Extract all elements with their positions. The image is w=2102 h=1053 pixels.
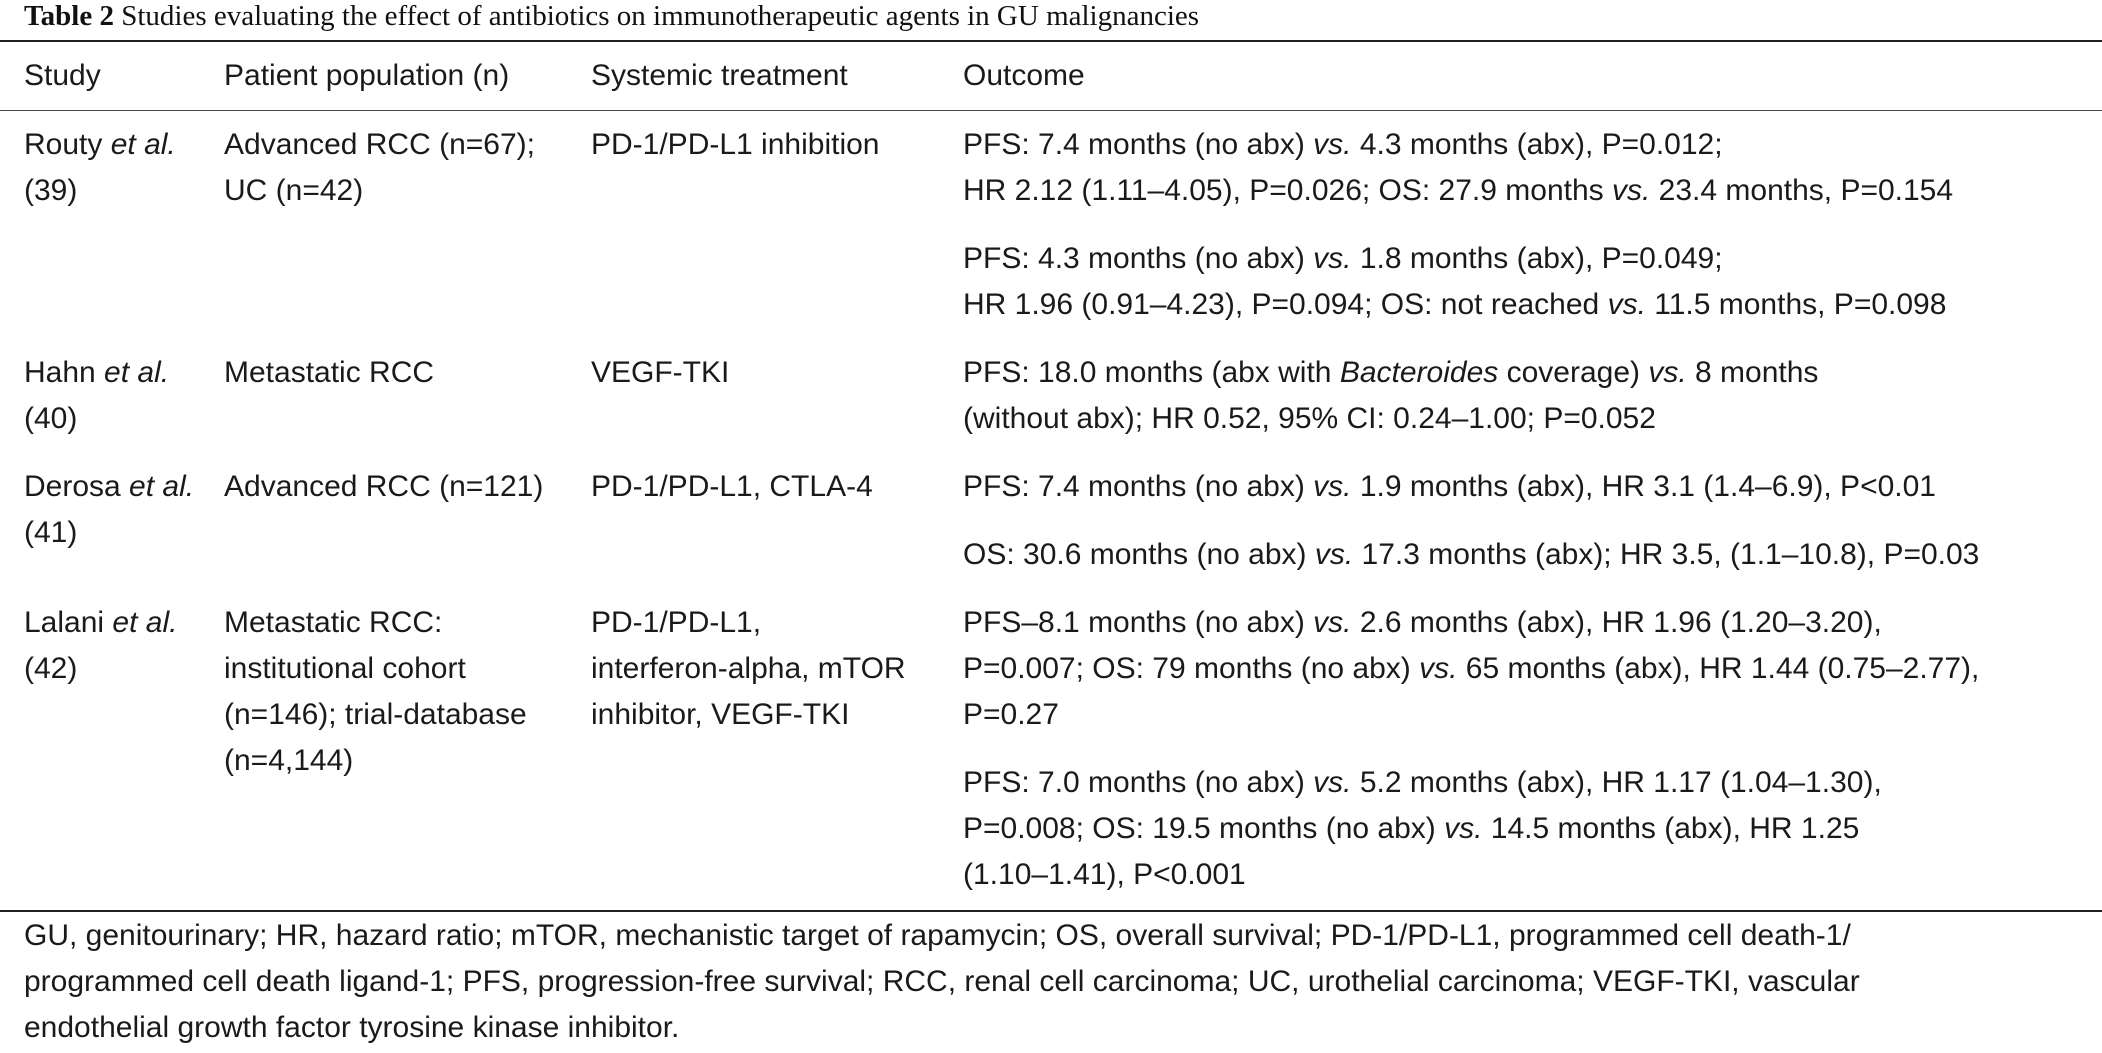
header-treatment: Systemic treatment — [591, 59, 848, 92]
table-row-study-hahn: Hahn et al. — [24, 350, 169, 396]
outcome-line: OS: 30.6 months (no abx) vs. 17.3 months… — [963, 538, 1980, 571]
study-etal: et al. — [95, 356, 170, 389]
study-etal: et al. — [102, 128, 176, 161]
treatment-line: inhibitor, VEGF-TKI — [591, 698, 850, 731]
header-population: Patient population (n) — [224, 59, 510, 92]
outcome-line: P=0.007; OS: 79 months (no abx) vs. 65 m… — [963, 652, 1980, 685]
study-author: Routy — [24, 128, 103, 161]
header-outcome: Outcome — [963, 59, 1085, 92]
treatment-line: interferon-alpha, mTOR — [591, 652, 906, 685]
population-line: institutional cohort — [224, 652, 466, 685]
treatment-line: PD-1/PD-L1 inhibition — [591, 128, 880, 161]
outcome-line: (without abx); HR 0.52, 95% CI: 0.24–1.0… — [963, 402, 1656, 435]
population-line: Advanced RCC (n=67); — [224, 128, 535, 161]
table-label: Table 2 — [24, 0, 114, 32]
outcome-line: PFS: 18.0 months (abx with Bacteroides c… — [963, 356, 1819, 389]
outcome-line: PFS: 7.4 months (no abx) vs. 4.3 months … — [963, 128, 1723, 161]
top-rule — [0, 40, 2102, 42]
table-row-study-lalani: Lalani et al. — [24, 600, 177, 646]
treatment-line: PD-1/PD-L1, — [591, 606, 762, 639]
study-author: Lalani — [24, 606, 105, 639]
population-line: UC (n=42) — [224, 174, 364, 207]
study-author: Hahn — [24, 356, 96, 389]
outcome-line: HR 1.96 (0.91–4.23), P=0.094; OS: not re… — [963, 288, 1947, 321]
treatment-line: VEGF-TKI — [591, 356, 730, 389]
table-caption: Table 2 Studies evaluating the effect of… — [24, 0, 2084, 32]
header-rule — [0, 110, 2102, 111]
outcome-line: PFS: 4.3 months (no abx) vs. 1.8 months … — [963, 242, 1723, 275]
bottom-rule — [0, 910, 2102, 912]
outcome-line: P=0.27 — [963, 698, 1059, 731]
outcome-line: (1.10–1.41), P<0.001 — [963, 858, 1246, 891]
study-ref: (42) — [24, 652, 78, 685]
table-title: Studies evaluating the effect of antibio… — [121, 0, 1200, 32]
outcome-line: PFS: 7.0 months (no abx) vs. 5.2 months … — [963, 766, 1882, 799]
population-line: Metastatic RCC: — [224, 606, 443, 639]
study-etal: et al. — [104, 606, 178, 639]
outcome-line: PFS: 7.4 months (no abx) vs. 1.9 months … — [963, 470, 1936, 503]
footnote-line: GU, genitourinary; HR, hazard ratio; mTO… — [24, 919, 1851, 952]
treatment-line: PD-1/PD-L1, CTLA-4 — [591, 470, 873, 503]
outcome-line: PFS–8.1 months (no abx) vs. 2.6 months (… — [963, 606, 1882, 639]
outcome-line: HR 2.12 (1.11–4.05), P=0.026; OS: 27.9 m… — [963, 174, 1954, 207]
study-etal: et al. — [120, 470, 195, 503]
outcome-line: P=0.008; OS: 19.5 months (no abx) vs. 14… — [963, 812, 1860, 845]
table-footnote: GU, genitourinary; HR, hazard ratio; mTO… — [24, 913, 2094, 1051]
footnote-line: programmed cell death ligand-1; PFS, pro… — [24, 965, 1860, 998]
study-ref: (40) — [24, 402, 78, 435]
study-ref: (39) — [24, 174, 78, 207]
table-row-study-routy: Routy et al. — [24, 122, 176, 168]
study-ref: (41) — [24, 516, 78, 549]
header-study: Study — [24, 59, 101, 92]
table-row-study-derosa: Derosa et al. — [24, 464, 194, 510]
study-author: Derosa — [24, 470, 121, 503]
footnote-line: endothelial growth factor tyrosine kinas… — [24, 1011, 680, 1044]
population-line: Advanced RCC (n=121) — [224, 470, 544, 503]
population-line: Metastatic RCC — [224, 356, 435, 389]
population-line: (n=4,144) — [224, 744, 354, 777]
population-line: (n=146); trial-database — [224, 698, 527, 731]
